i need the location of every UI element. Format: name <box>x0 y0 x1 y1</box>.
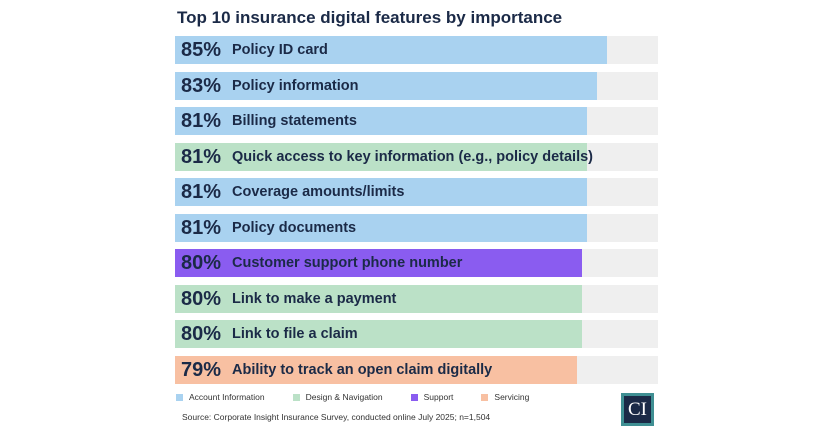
bar <box>175 355 577 384</box>
bar-row: 80% Customer support phone number <box>175 249 658 277</box>
bar-row: 81% Coverage amounts/limits <box>175 178 658 206</box>
value-label: 80% <box>181 287 222 310</box>
category-label: Link to make a payment <box>232 290 397 307</box>
category-label: Billing statements <box>232 113 357 129</box>
category-label: Policy documents <box>232 219 357 236</box>
category-label: Policy ID card <box>232 42 328 58</box>
value-label: 85% <box>181 39 222 61</box>
bar-row: 81% Policy documents <box>175 213 658 242</box>
category-label: Coverage amounts/limits <box>232 184 405 200</box>
value-label: 79% <box>181 358 222 381</box>
legend-item: Design & Navigation <box>292 392 383 402</box>
legend: Account Information Design & Navigation Su… <box>176 392 557 402</box>
value-label: 83% <box>181 74 222 97</box>
legend-swatch <box>481 393 489 401</box>
category-label: Quick access to key information (e.g., p… <box>232 148 593 165</box>
source-note: Source: Corporate Insight Insurance Surv… <box>182 412 491 422</box>
bar <box>175 142 587 171</box>
bar <box>175 178 587 206</box>
legend-label: Design & Navigation <box>305 392 383 402</box>
category-label: Customer support phone number <box>232 255 463 271</box>
bar-row: 81% Billing statements <box>175 107 658 135</box>
bar-row: 83% Policy information <box>175 71 658 100</box>
value-label: 81% <box>181 216 222 239</box>
legend-label: Account Information <box>189 392 265 402</box>
bar-row: 80% Link to file a claim <box>175 320 658 348</box>
value-label: 81% <box>181 145 222 168</box>
category-label: Ability to track an open claim digitally <box>232 361 493 378</box>
value-label: 80% <box>181 252 222 274</box>
bar <box>175 284 582 313</box>
category-label: Link to file a claim <box>232 326 358 342</box>
category-label: Policy information <box>232 77 359 94</box>
bar <box>175 320 582 348</box>
legend-item: Servicing <box>481 392 529 402</box>
bar <box>175 249 582 277</box>
legend-label: Servicing <box>494 392 530 402</box>
ci-logo: CI <box>621 393 654 426</box>
value-label: 81% <box>181 181 222 203</box>
bar <box>175 36 608 64</box>
bar-row: 80% Link to make a payment <box>175 284 658 313</box>
legend-swatch <box>410 393 418 401</box>
legend-label: Support <box>423 392 454 402</box>
bar <box>175 213 587 242</box>
bar-row: 79% Ability to track an open claim digita… <box>175 355 658 384</box>
bar <box>175 107 587 135</box>
value-label: 80% <box>181 323 222 345</box>
legend-swatch <box>292 393 300 401</box>
legend-item: Account Information <box>176 392 265 402</box>
legend-item: Support <box>410 392 454 402</box>
value-label: 81% <box>181 110 222 132</box>
bar <box>175 71 597 100</box>
bar-row: 81% Quick access to key information (e.g.… <box>175 142 658 171</box>
chart-title: Top 10 insurance digital features by imp… <box>177 8 563 27</box>
bar-row: 85% Policy ID card <box>175 36 658 64</box>
legend-swatch <box>176 393 183 401</box>
